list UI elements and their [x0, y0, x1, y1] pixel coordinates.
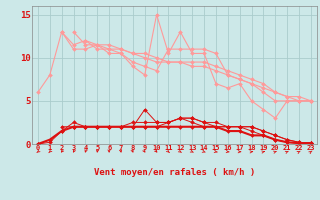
- X-axis label: Vent moyen/en rafales ( km/h ): Vent moyen/en rafales ( km/h ): [94, 168, 255, 177]
